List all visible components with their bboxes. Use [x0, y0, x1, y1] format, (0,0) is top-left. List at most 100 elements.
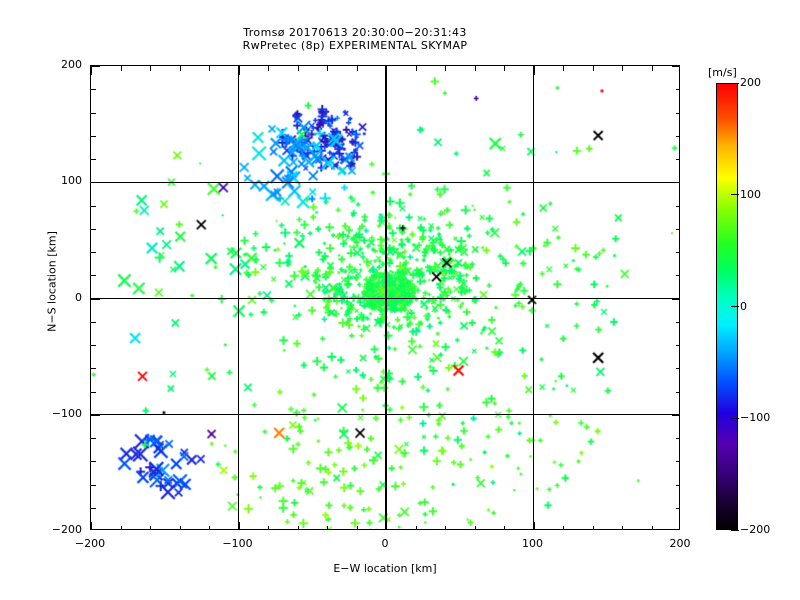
- reference-line-vertical: [532, 66, 535, 529]
- x-minor-tick-top: [208, 66, 210, 71]
- y-minor-tick-right: [676, 321, 679, 323]
- x-minor-tick-top: [356, 66, 358, 71]
- colorbar-tick-label: 0: [740, 299, 747, 313]
- x-minor-tick: [444, 526, 446, 529]
- y-tick-label: −200: [51, 523, 82, 536]
- y-major-tick: [91, 298, 100, 300]
- y-major-tick: [91, 66, 100, 67]
- x-minor-tick-top: [149, 66, 151, 71]
- chart-title: Tromsø 20170613 20:30:00−20:31:43: [243, 26, 467, 39]
- x-tick-label: −200: [74, 537, 106, 550]
- y-minor-tick-right: [676, 158, 679, 160]
- y-minor-tick-right: [676, 507, 679, 509]
- colorbar-tick-mark: [731, 417, 739, 419]
- y-minor-tick-right: [676, 88, 679, 90]
- reference-line-horizontal: [91, 181, 679, 183]
- y-minor-tick: [91, 437, 96, 439]
- y-tick-label: 0: [75, 290, 82, 304]
- x-minor-tick-top: [592, 66, 594, 71]
- y-minor-tick-right: [676, 484, 679, 486]
- y-minor-tick: [91, 507, 96, 509]
- x-tick-label: 100: [522, 537, 543, 550]
- x-minor-tick: [326, 526, 328, 529]
- y-minor-tick-right: [676, 437, 679, 439]
- scatter-marker-layer: [91, 66, 679, 529]
- x-minor-tick-top: [179, 66, 181, 71]
- x-major-tick: [238, 522, 240, 529]
- y-minor-tick: [91, 251, 96, 253]
- x-major-tick-top: [533, 66, 535, 75]
- y-minor-tick: [91, 367, 96, 369]
- y-minor-tick-right: [676, 391, 679, 393]
- colorbar-tick-mark: [731, 529, 739, 531]
- y-minor-tick: [91, 158, 96, 160]
- y-minor-tick-right: [676, 344, 679, 346]
- x-minor-tick: [562, 526, 564, 529]
- y-major-tick-right: [672, 298, 679, 300]
- y-minor-tick-right: [676, 251, 679, 253]
- x-minor-tick-top: [297, 66, 299, 71]
- colorbar-tick-mark: [731, 194, 739, 196]
- colorbar-tick-mark: [731, 82, 739, 84]
- y-major-tick: [91, 414, 100, 416]
- y-minor-tick: [91, 228, 96, 230]
- y-minor-tick: [91, 484, 96, 486]
- x-minor-tick: [179, 526, 181, 529]
- x-tick-label: 200: [669, 537, 691, 550]
- x-major-tick-top: [238, 66, 240, 75]
- y-major-tick-right: [672, 66, 679, 67]
- y-minor-tick: [91, 135, 96, 137]
- x-minor-tick: [208, 526, 210, 529]
- colorbar-tick-mark: [731, 306, 739, 308]
- y-minor-tick-right: [676, 135, 679, 137]
- x-major-tick: [533, 522, 535, 529]
- x-minor-tick-top: [621, 66, 623, 71]
- x-minor-tick-top: [326, 66, 328, 71]
- y-minor-tick-right: [676, 460, 679, 462]
- x-minor-tick: [415, 526, 417, 529]
- y-minor-tick: [91, 274, 96, 276]
- y-tick-label: 100: [61, 174, 82, 188]
- x-major-tick-top: [91, 66, 92, 75]
- plot-area[interactable]: [90, 65, 680, 530]
- y-minor-tick-right: [676, 205, 679, 207]
- reference-line-vertical: [385, 66, 387, 529]
- y-minor-tick: [91, 321, 96, 323]
- x-minor-tick: [474, 526, 476, 529]
- x-minor-tick: [592, 526, 594, 529]
- colorbar-tick-label: −100: [740, 411, 771, 425]
- y-minor-tick: [91, 344, 96, 346]
- x-minor-tick-top: [415, 66, 417, 71]
- y-minor-tick-right: [676, 228, 679, 230]
- x-minor-tick: [651, 526, 653, 529]
- colorbar-tick-label: 100: [740, 187, 761, 201]
- x-minor-tick-top: [651, 66, 653, 71]
- y-minor-tick-right: [676, 367, 679, 369]
- y-minor-tick-right: [676, 274, 679, 276]
- x-major-tick: [385, 522, 387, 529]
- x-major-tick: [91, 522, 92, 529]
- y-minor-tick: [91, 460, 96, 462]
- colorbar-unit-label: [m/s]: [708, 66, 737, 79]
- chart-title-block: Tromsø 20170613 20:30:00−20:31:43 RwPret…: [0, 26, 710, 52]
- y-minor-tick-right: [676, 112, 679, 114]
- y-minor-tick: [91, 205, 96, 207]
- reference-line-horizontal: [91, 297, 679, 300]
- x-tick-label: −100: [222, 537, 253, 550]
- x-minor-tick: [356, 526, 358, 529]
- colorbar-tick-label: 200: [740, 76, 761, 89]
- y-major-tick-right: [672, 181, 679, 183]
- y-minor-tick: [91, 88, 96, 90]
- x-minor-tick: [267, 526, 269, 529]
- x-major-tick-top: [385, 66, 387, 75]
- x-minor-tick-top: [474, 66, 476, 71]
- x-minor-tick: [149, 526, 151, 529]
- chart-subtitle: RwPretec (8p) EXPERIMENTAL SKYMAP: [242, 39, 468, 52]
- x-minor-tick: [621, 526, 623, 529]
- x-minor-tick-top: [120, 66, 122, 71]
- y-minor-tick: [91, 112, 96, 114]
- x-minor-tick-top: [267, 66, 269, 71]
- x-axis-label: E−W location [km]: [333, 562, 437, 575]
- reference-line-horizontal: [91, 414, 679, 416]
